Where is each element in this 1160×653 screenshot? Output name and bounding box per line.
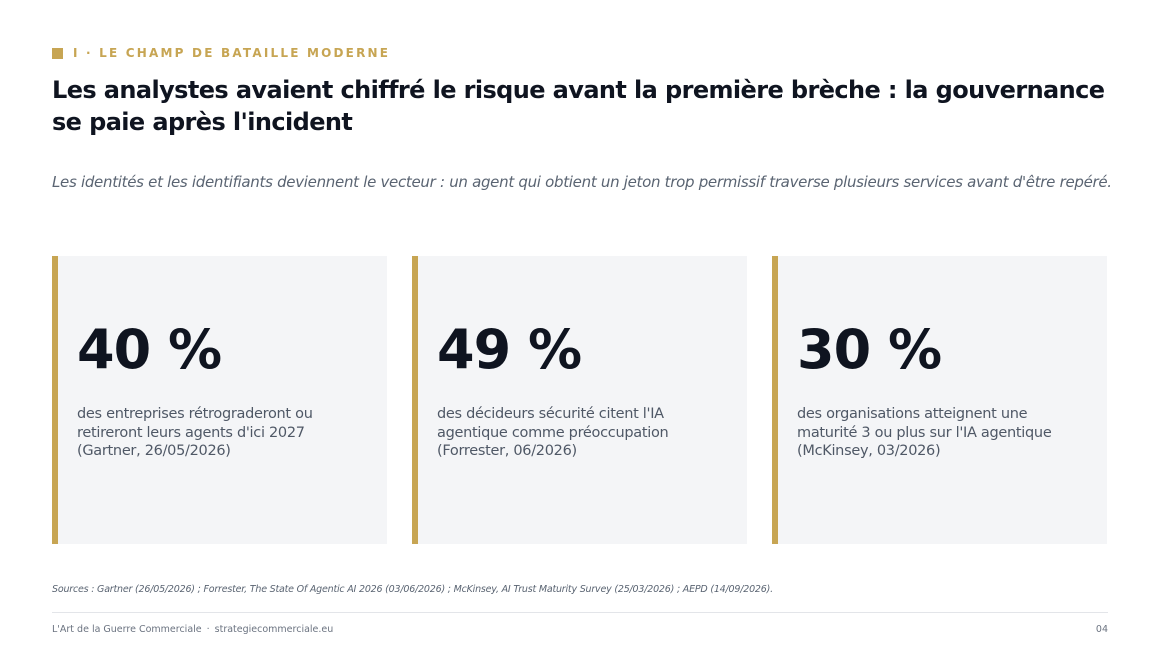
stat-card: 49 % des décideurs sécurité citent l'IA … [412,256,747,544]
page-title: Les analystes avaient chiffré le risque … [52,76,1105,136]
stat-value: 30 % [797,318,942,381]
stat-value: 49 % [437,318,582,381]
stat-description: des décideurs sécurité citent l'IA agent… [437,406,669,459]
page-number: 04 [1095,624,1108,635]
footer-separator: · [206,624,210,635]
stat-description: des organisations atteignent une maturit… [797,406,1052,459]
stat-value: 40 % [77,318,222,381]
section-label: I · LE CHAMP DE BATAILLE MODERNE [73,46,391,60]
stat-description: des entreprises rétrograderont ou retire… [77,406,313,459]
stat-card: 40 % des entreprises rétrograderont ou r… [52,256,387,544]
stat-cards: 40 % des entreprises rétrograderont ou r… [52,256,1107,544]
section-marker-icon [52,47,63,59]
footer-brand: L'Art de la Guerre Commerciale [52,624,202,635]
section-tag: I · LE CHAMP DE BATAILLE MODERNE [52,46,390,60]
sources-note: Sources : Gartner (26/05/2026) ; Forrest… [52,584,773,595]
page-subtitle: Les identités et les identifiants devien… [52,173,1112,191]
stat-card: 30 % des organisations atteignent une ma… [772,256,1107,544]
footer-website: strategiecommerciale.eu [214,624,334,635]
footer-credits: L'Art de la Guerre Commerciale · strategie… [52,624,333,635]
footer-divider [52,612,1108,613]
